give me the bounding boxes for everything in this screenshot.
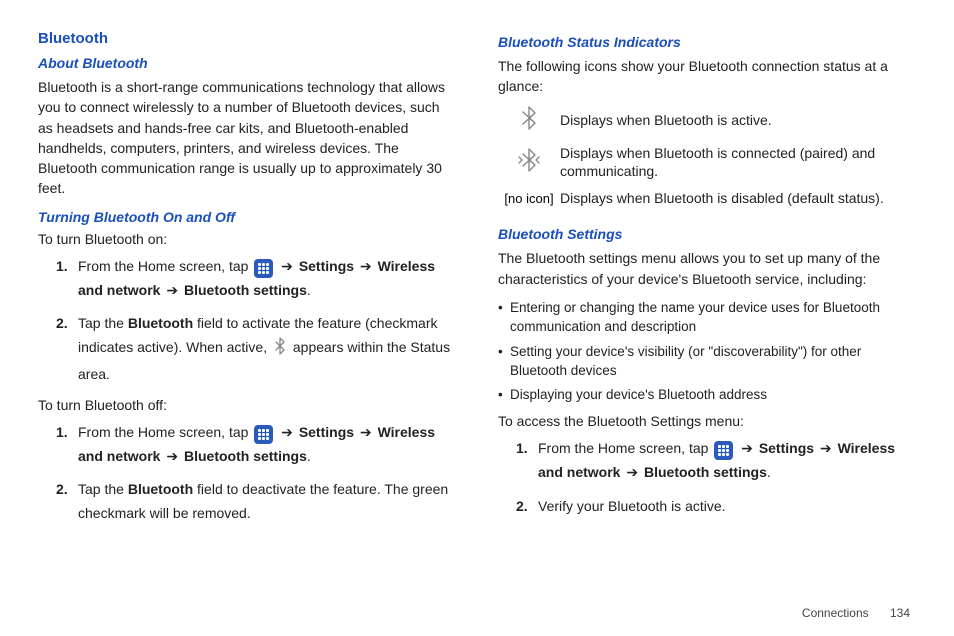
- apps-grid-icon: [254, 425, 273, 444]
- heading-status-indicators: Bluetooth Status Indicators: [498, 34, 916, 50]
- right-column: Bluetooth Status Indicators The followin…: [498, 30, 916, 536]
- footer-page-number: 134: [890, 606, 910, 620]
- status-table: Displays when Bluetooth is active. Displ…: [504, 101, 916, 213]
- access-step-1: From the Home screen, tap ➔ Settings ➔ W…: [520, 437, 916, 485]
- status-row-connected: Displays when Bluetooth is connected (pa…: [504, 140, 916, 186]
- heading-onoff: Turning Bluetooth On and Off: [38, 209, 456, 225]
- no-icon-label: [no icon]: [504, 185, 560, 212]
- heading-bluetooth: Bluetooth: [38, 30, 456, 47]
- bluetooth-connected-icon: [504, 140, 560, 186]
- bullet-3: Displaying your device's Bluetooth addre…: [498, 386, 916, 405]
- page-content: Bluetooth About Bluetooth Bluetooth is a…: [0, 0, 954, 536]
- settings-paragraph: The Bluetooth settings menu allows you t…: [498, 248, 916, 289]
- turn-on-steps: From the Home screen, tap ➔ Settings ➔ W…: [38, 255, 456, 387]
- turn-on-lead: To turn Bluetooth on:: [38, 231, 456, 247]
- turn-off-steps: From the Home screen, tap ➔ Settings ➔ W…: [38, 421, 456, 526]
- access-steps: From the Home screen, tap ➔ Settings ➔ W…: [498, 437, 916, 518]
- page-footer: Connections 134: [802, 606, 910, 620]
- turn-on-step-2: Tap the Bluetooth field to activate the …: [60, 312, 456, 386]
- status-lead: The following icons show your Bluetooth …: [498, 56, 916, 97]
- turn-on-step-1: From the Home screen, tap ➔ Settings ➔ W…: [60, 255, 456, 303]
- bullet-1: Entering or changing the name your devic…: [498, 299, 916, 337]
- bullet-2: Setting your device's visibility (or "di…: [498, 343, 916, 381]
- apps-grid-icon: [714, 441, 733, 460]
- access-step-2: Verify your Bluetooth is active.: [520, 495, 916, 519]
- turn-off-step-2: Tap the Bluetooth field to deactivate th…: [60, 478, 456, 526]
- status-row-disabled: [no icon] Displays when Bluetooth is dis…: [504, 185, 916, 212]
- apps-grid-icon: [254, 259, 273, 278]
- turn-off-lead: To turn Bluetooth off:: [38, 397, 456, 413]
- status-row-active: Displays when Bluetooth is active.: [504, 101, 916, 140]
- heading-about: About Bluetooth: [38, 55, 456, 71]
- heading-bt-settings: Bluetooth Settings: [498, 226, 916, 242]
- bluetooth-active-icon: [504, 101, 560, 140]
- bluetooth-icon: [273, 337, 287, 363]
- turn-off-step-1: From the Home screen, tap ➔ Settings ➔ W…: [60, 421, 456, 469]
- left-column: Bluetooth About Bluetooth Bluetooth is a…: [38, 30, 456, 536]
- about-paragraph: Bluetooth is a short-range communication…: [38, 77, 456, 199]
- access-lead: To access the Bluetooth Settings menu:: [498, 413, 916, 429]
- settings-bullets: Entering or changing the name your devic…: [498, 299, 916, 405]
- footer-section: Connections: [802, 606, 869, 620]
